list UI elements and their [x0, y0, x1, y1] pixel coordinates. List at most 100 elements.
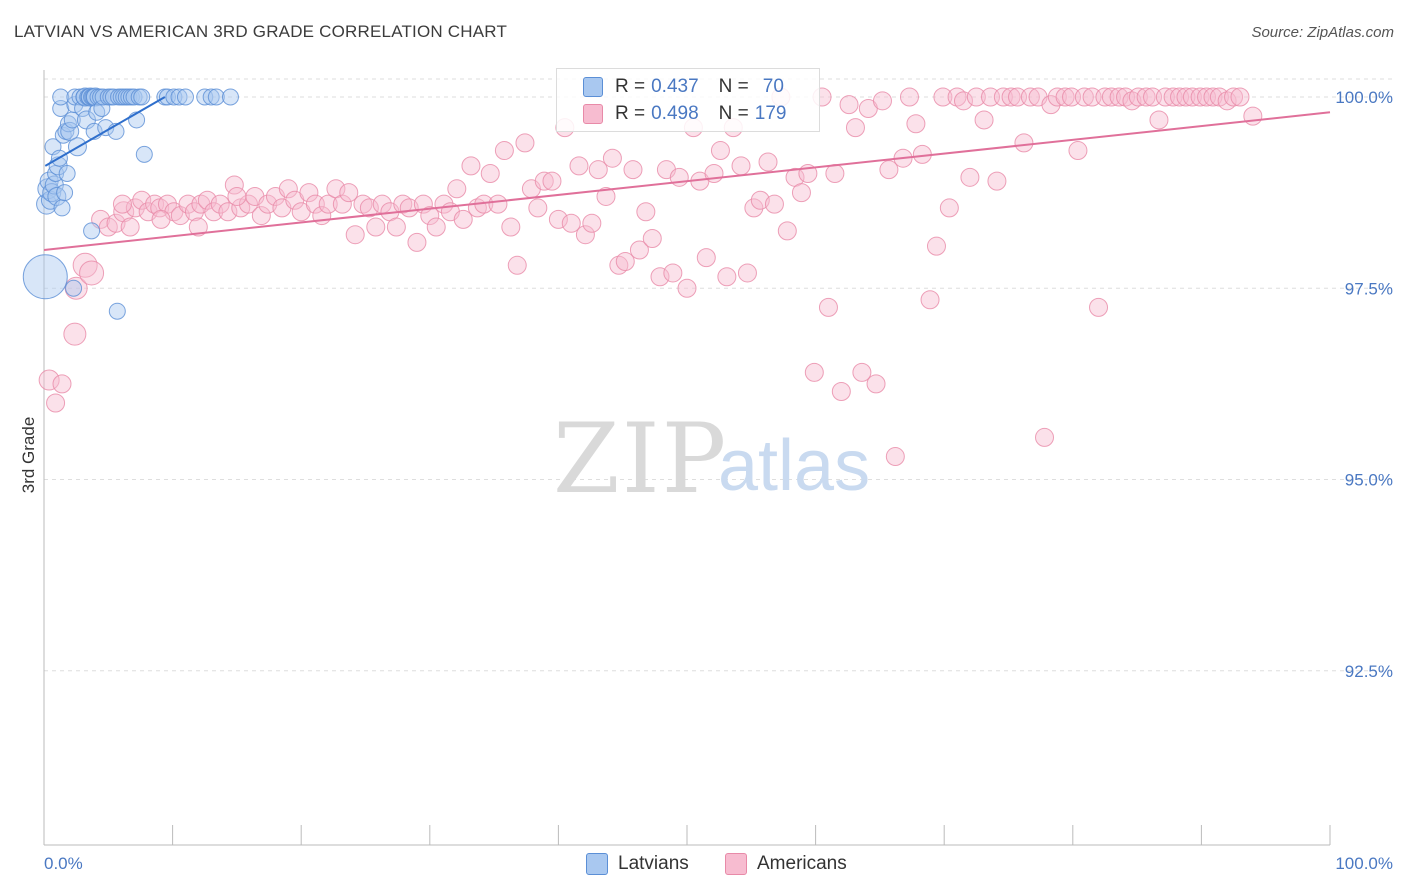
american-point-162	[1136, 87, 1156, 107]
american-point-153	[1074, 87, 1094, 107]
american-point-26	[218, 202, 238, 222]
american-point-176	[1230, 87, 1250, 107]
american-point-53	[399, 198, 419, 218]
american-point-138	[974, 110, 994, 130]
american-point-102	[731, 156, 751, 176]
american-point-119	[845, 118, 865, 138]
american-point-51	[386, 217, 406, 237]
latvian-point-9	[47, 186, 67, 206]
x-tick-label-1: 100.0%	[1335, 854, 1393, 873]
american-point-32	[258, 194, 278, 214]
american-point-2	[52, 374, 72, 394]
american-point-3	[63, 322, 87, 346]
american-point-0	[38, 369, 60, 391]
latvian-point-17	[58, 165, 76, 182]
american-point-107	[764, 194, 784, 214]
latvian-point-57	[133, 88, 151, 106]
american-point-74	[542, 171, 562, 191]
american-point-147	[1035, 427, 1055, 447]
american-point-181	[227, 186, 247, 206]
americans-n-value: 179	[754, 103, 787, 124]
latvian-point-58	[135, 145, 153, 163]
american-point-29	[238, 194, 258, 214]
american-point-115	[818, 297, 838, 317]
american-point-142	[1001, 87, 1021, 107]
american-point-120	[852, 362, 872, 382]
latvians-n-value: 70	[762, 76, 784, 97]
latvians-r-label: R =	[615, 76, 646, 97]
american-point-133	[939, 198, 959, 218]
american-point-77	[561, 213, 581, 233]
bottom-americans-swatch	[725, 853, 747, 875]
american-point-117	[831, 382, 851, 402]
american-point-172	[1203, 87, 1223, 107]
american-point-99	[710, 141, 730, 161]
american-point-80	[582, 213, 602, 233]
latvian-point-13	[53, 199, 71, 217]
american-point-94	[677, 278, 697, 298]
latvian-point-0	[22, 254, 68, 300]
american-point-10	[113, 201, 135, 223]
american-point-165	[1155, 87, 1175, 107]
american-point-61	[453, 209, 473, 229]
american-point-100	[717, 267, 737, 287]
american-point-72	[528, 198, 548, 218]
american-point-41	[318, 194, 338, 214]
y-axis-label: 3rd Grade	[19, 417, 38, 494]
american-point-152	[1068, 141, 1088, 161]
latvian-point-64	[196, 88, 214, 106]
american-point-86	[623, 160, 643, 180]
american-point-97	[696, 248, 716, 268]
latvian-point-63	[176, 88, 194, 106]
american-point-158	[1109, 87, 1129, 107]
latvian-point-70	[108, 302, 126, 320]
american-point-136	[960, 167, 980, 187]
y-tick-labels: 92.5% 95.0% 97.5% 100.0%	[1335, 88, 1393, 681]
american-point-1	[46, 393, 66, 413]
american-point-9	[106, 213, 126, 233]
americans-points	[38, 87, 1263, 467]
american-point-79	[575, 225, 595, 245]
americans-r-label: R =	[615, 103, 646, 124]
american-point-11	[120, 217, 140, 237]
american-point-43	[332, 194, 352, 214]
american-point-131	[926, 236, 946, 256]
american-point-140	[987, 171, 1007, 191]
american-point-69	[507, 255, 527, 275]
american-point-149	[1047, 87, 1067, 107]
latvian-point-66	[207, 88, 225, 106]
american-point-81	[588, 160, 608, 180]
stats-legend: R = 0.437 N = 70 R = 0.498 N = 179	[556, 68, 820, 132]
american-point-128	[906, 114, 926, 134]
trend-lines	[43, 96, 1331, 251]
american-point-144	[1014, 133, 1034, 153]
americans-n-label: N =	[718, 103, 749, 124]
american-point-103	[737, 263, 757, 283]
american-point-150	[1055, 87, 1075, 107]
american-point-156	[1095, 87, 1115, 107]
american-point-70	[515, 133, 535, 153]
american-point-109	[777, 221, 797, 241]
watermark: ZIP atlas	[553, 403, 870, 515]
american-point-124	[879, 160, 899, 180]
americans-r-value: 0.498	[651, 103, 699, 124]
y-tick-label-2: 97.5%	[1345, 279, 1393, 298]
american-point-123	[872, 91, 892, 111]
latvians-n-label: N =	[718, 76, 749, 97]
latvian-point-61	[165, 88, 183, 106]
american-point-141	[993, 87, 1013, 107]
latvian-trend-line	[44, 96, 166, 167]
legend-row-americans: R = 0.498 N = 179	[583, 102, 792, 126]
source-label: Source: ZipAtlas.com	[1251, 24, 1394, 41]
latvian-point-67	[221, 88, 239, 106]
american-point-62	[461, 156, 481, 176]
american-point-125	[885, 447, 905, 467]
american-point-88	[636, 202, 656, 222]
american-point-122	[866, 374, 886, 394]
american-point-13	[132, 190, 152, 210]
american-point-89	[642, 229, 662, 249]
american-point-44	[339, 183, 359, 203]
latvian-point-15	[56, 184, 74, 202]
latvian-point-60	[158, 88, 176, 106]
